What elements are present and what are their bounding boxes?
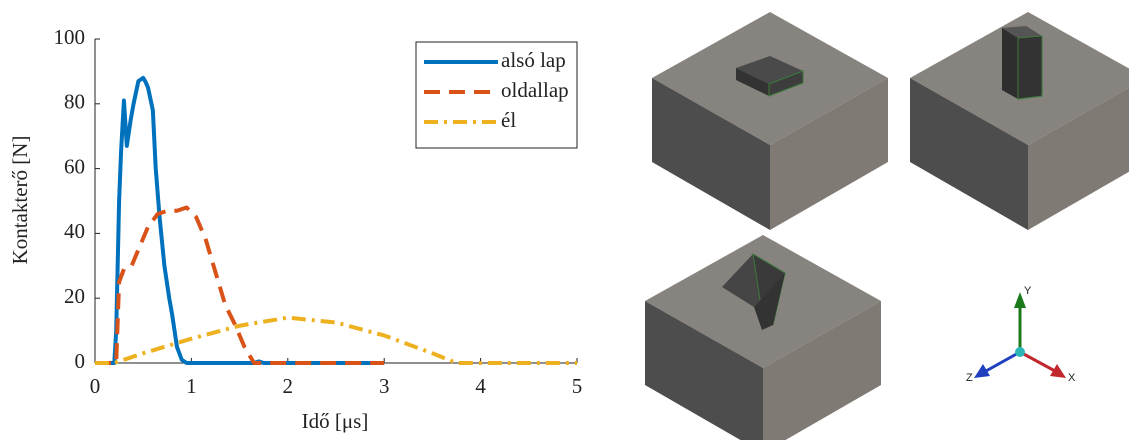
legend-label: él	[501, 108, 516, 132]
x-tick-label: 4	[475, 374, 486, 398]
y-tick-label: 20	[64, 284, 85, 308]
model-edge	[645, 235, 881, 440]
triad-label: Y	[1024, 285, 1032, 297]
triad-label: Z	[966, 372, 973, 384]
y-tick-label: 100	[54, 25, 86, 49]
model-bottom-face	[652, 12, 888, 230]
x-tick-label: 3	[379, 374, 390, 398]
legend-label: oldallap	[501, 78, 569, 102]
model-views: Y X Z	[645, 12, 1129, 440]
series-line	[95, 207, 384, 363]
legend-label: alsó lap	[501, 48, 566, 72]
figure: Y X Z Idő [μs] Kontakterő [N] 0 1 2 3 4 5 0 20 4…	[0, 0, 1129, 440]
y-tick-label: 40	[64, 219, 85, 243]
x-tick-label: 1	[186, 374, 197, 398]
triad-label: X	[1068, 372, 1076, 384]
series-line	[95, 78, 384, 363]
model-side-face	[910, 12, 1129, 230]
series-line	[95, 318, 577, 363]
x-tick-label: 5	[572, 374, 583, 398]
x-tick-label: 2	[283, 374, 294, 398]
x-tick-label: 0	[90, 374, 101, 398]
y-tick-label: 0	[75, 349, 86, 373]
y-tick-label: 60	[64, 154, 85, 178]
y-axis-label: Kontakterő [N]	[8, 136, 32, 265]
y-tick-label: 80	[64, 90, 85, 114]
x-axis-label: Idő [μs]	[302, 409, 369, 433]
axis-triad: Y X Z	[966, 285, 1076, 384]
